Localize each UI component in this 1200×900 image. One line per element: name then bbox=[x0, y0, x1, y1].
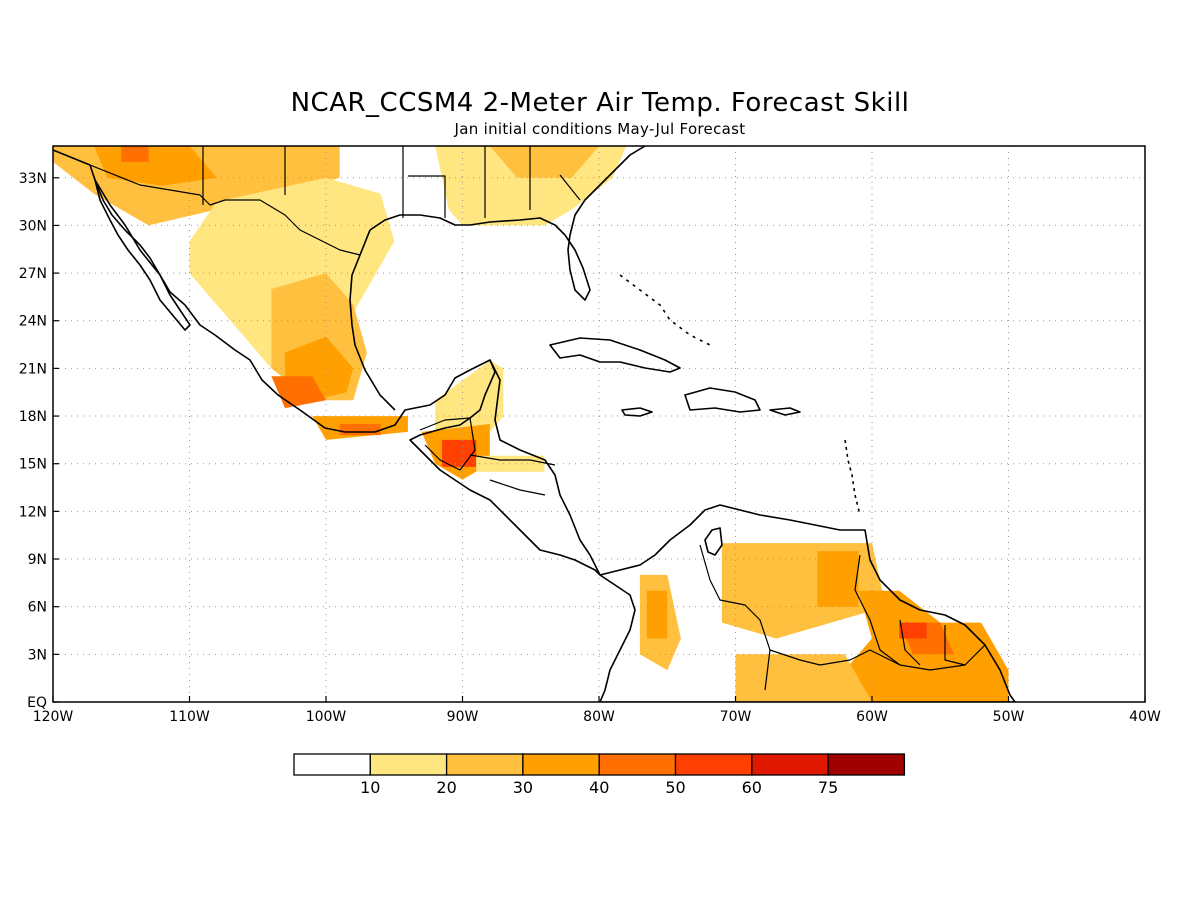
lat-tick-label: 30N bbox=[19, 218, 47, 234]
lesser-antilles bbox=[844, 439, 861, 516]
lat-tick-label: 21N bbox=[19, 361, 47, 377]
lat-tick-label: 12N bbox=[19, 504, 47, 520]
lat-tick-label: 6N bbox=[28, 600, 47, 616]
coastline-hispaniola bbox=[684, 387, 761, 413]
colorbar-swatch bbox=[445, 753, 524, 776]
country-borders bbox=[89, 146, 986, 691]
skill-region-georgia-carolina bbox=[489, 146, 599, 178]
skill-region-suriname-hotspot bbox=[899, 622, 927, 639]
skill-region-venezuela-core bbox=[817, 551, 859, 607]
coastline-south-america bbox=[599, 504, 1016, 702]
skill-region-colombia-core bbox=[646, 590, 668, 639]
skill-region-arizona-hotspot bbox=[121, 146, 149, 162]
colorbar-swatch bbox=[674, 753, 753, 776]
colorbar-swatch bbox=[369, 753, 448, 776]
coastline-mexico-gulf-side bbox=[349, 229, 396, 411]
skill-region-amazon-north bbox=[735, 654, 872, 702]
border-honduras bbox=[469, 454, 556, 466]
border-us-mexico bbox=[89, 164, 371, 256]
colorbar-swatch bbox=[827, 753, 906, 776]
coastline-us-gulf bbox=[369, 146, 646, 301]
coastlines-layer bbox=[53, 146, 1016, 702]
colorbar-swatch bbox=[598, 753, 677, 776]
latitude-axis: EQ 3N 6N 9N 12N 15N 18N 21N 24N 27N 30N 33N bbox=[19, 171, 59, 711]
border-venezuela-guyana bbox=[854, 554, 901, 666]
border-us-states bbox=[202, 146, 581, 218]
lat-tick-label: 33N bbox=[19, 171, 47, 187]
lon-tick-label: 120W bbox=[33, 709, 74, 725]
colorbar-legend: 10 20 30 40 50 60 75 bbox=[293, 753, 906, 797]
lat-tick-label: EQ bbox=[27, 695, 47, 711]
lat-tick-label: 9N bbox=[28, 552, 47, 568]
coastline-cuba bbox=[549, 337, 681, 373]
lat-tick-label: 18N bbox=[19, 409, 47, 425]
skill-region-guatemala-core bbox=[442, 439, 477, 467]
coastline-central-america bbox=[489, 359, 601, 576]
border-guatemala bbox=[419, 417, 476, 471]
colorbar-label: 20 bbox=[436, 778, 456, 797]
lon-tick-label: 90W bbox=[447, 709, 479, 725]
colorbar-label: 30 bbox=[513, 778, 533, 797]
colorbar-swatch bbox=[293, 753, 371, 776]
lat-tick-label: 15N bbox=[19, 457, 47, 473]
border-brazil bbox=[769, 644, 986, 671]
colorbar-label: 40 bbox=[589, 778, 609, 797]
colorbar-swatch bbox=[751, 753, 829, 776]
lat-tick-label: 27N bbox=[19, 266, 47, 282]
map-subtitle: Jan initial conditions May-Jul Forecast bbox=[454, 120, 746, 138]
graticule-grid bbox=[53, 146, 1145, 702]
lon-tick-label: 50W bbox=[993, 709, 1025, 725]
lat-tick-label: 3N bbox=[28, 647, 47, 663]
coastline-baja bbox=[94, 179, 191, 331]
colorbar-label: 50 bbox=[665, 778, 685, 797]
colorbar-swatch bbox=[522, 753, 600, 776]
skill-region-oaxaca-coast bbox=[339, 424, 381, 436]
lon-tick-label: 110W bbox=[169, 709, 210, 725]
border-nicaragua bbox=[489, 479, 546, 496]
coastline-jamaica bbox=[621, 407, 653, 417]
longitude-axis: 120W 110W 100W 90W 80W 70W 60W 50W 40W bbox=[33, 696, 1161, 725]
lon-tick-label: 100W bbox=[306, 709, 347, 725]
lon-tick-label: 80W bbox=[583, 709, 615, 725]
coastline-puerto-rico bbox=[769, 407, 801, 416]
skill-shading-layer bbox=[53, 146, 1009, 702]
lon-tick-label: 60W bbox=[856, 709, 888, 725]
colorbar-label: 60 bbox=[742, 778, 762, 797]
bahamas bbox=[619, 274, 711, 346]
border-guyana-suriname bbox=[899, 619, 921, 666]
map-title: NCAR_CCSM4 2-Meter Air Temp. Forecast Sk… bbox=[291, 88, 910, 118]
lat-tick-label: 24N bbox=[19, 314, 47, 330]
lon-tick-label: 40W bbox=[1129, 709, 1161, 725]
colorbar-label: 10 bbox=[360, 778, 380, 797]
border-suriname-french-guiana bbox=[944, 625, 966, 666]
colorbar-label: 75 bbox=[818, 778, 838, 797]
lon-tick-label: 70W bbox=[720, 709, 752, 725]
coastline-maracaibo bbox=[704, 527, 723, 556]
